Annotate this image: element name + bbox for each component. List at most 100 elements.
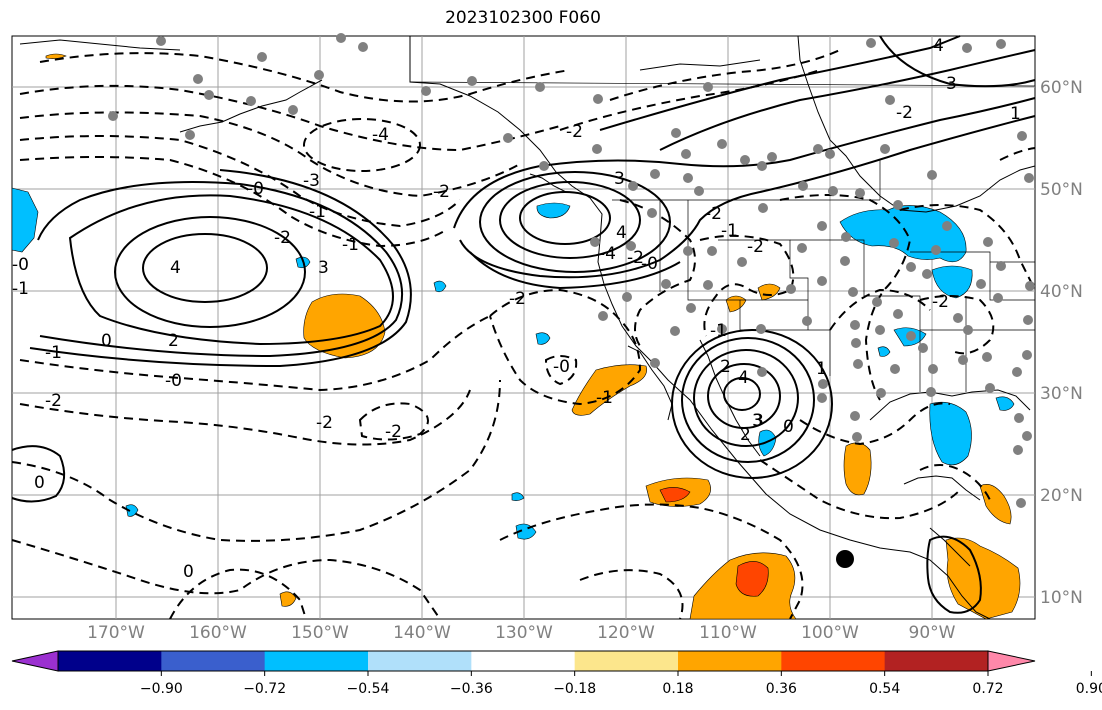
contour-label: -2: [747, 237, 764, 257]
lon-label-140w: 140°W: [393, 623, 451, 643]
contour-label: -2: [896, 103, 913, 123]
strong-positive-region: [659, 487, 691, 503]
colorbar-tick-label: −0.90: [139, 681, 183, 697]
lat-label-10n: 10°N: [1040, 588, 1083, 608]
contour-label: 1: [1010, 104, 1021, 124]
contour-label: -2: [274, 228, 291, 248]
contour-label: 2: [740, 425, 751, 445]
lon-label-100w: 100°W: [801, 623, 859, 643]
contour-label: -1: [45, 343, 62, 363]
negative-region: [511, 492, 525, 501]
colorbar-tick-label: 0.72: [972, 681, 1004, 697]
lat-label-40n: 40°N: [1040, 282, 1083, 302]
colorbar-tick-label: 0.90: [1075, 681, 1102, 697]
lon-label-160w: 160°W: [189, 623, 247, 643]
negative-region: [536, 202, 571, 219]
negative-region: [125, 504, 139, 517]
lat-label-30n: 30°N: [1040, 384, 1083, 404]
contour-label: -1: [12, 279, 29, 299]
contour-label: -2: [705, 204, 722, 224]
positive-region: [303, 293, 386, 359]
contour-label: -2: [509, 289, 526, 309]
lon-label-150w: 150°W: [291, 623, 349, 643]
positive-region: [757, 283, 781, 301]
map-title: 2023102300 F060: [445, 8, 601, 28]
contour-label: -2: [566, 122, 583, 142]
negative-region: [433, 280, 447, 293]
contour-label: 3: [752, 411, 763, 431]
colorbar-segment: [368, 651, 472, 671]
lon-label-110w: 110°W: [699, 623, 757, 643]
colorbar-tick-label: 0.54: [869, 681, 901, 697]
contour-label: -2: [932, 292, 949, 312]
negative-region: [929, 401, 972, 466]
colorbar-segment: [781, 651, 886, 671]
colorbar-tick-label: −0.54: [346, 681, 390, 697]
colorbar-extend-high: [987, 650, 1036, 672]
contour-label: -3: [303, 171, 320, 191]
positive-region: [279, 591, 297, 607]
station-markers: [108, 33, 1035, 508]
contour-label: 4: [933, 36, 944, 56]
contour-label: -1: [342, 235, 359, 255]
contour-label: -2: [627, 248, 644, 268]
negative-region: [535, 332, 551, 345]
colorbar-segment: [574, 651, 679, 671]
contour-label: -2: [316, 413, 333, 433]
negative-region: [931, 265, 973, 299]
contour-label: -0: [165, 371, 182, 391]
contour-label: -2: [385, 422, 402, 442]
contour-label: 4: [738, 368, 749, 388]
contour-label: -1: [309, 202, 326, 222]
lon-label-170w: 170°W: [87, 623, 145, 643]
lat-label-20n: 20°N: [1040, 486, 1083, 506]
colorbar-tick-label: −0.72: [243, 681, 287, 697]
colorbar-segment: [471, 651, 576, 671]
positive-region: [45, 53, 67, 59]
colorbar-extend-low: [11, 650, 59, 672]
contour-label: -2: [433, 182, 450, 202]
contour-label: 0: [34, 473, 45, 493]
colorbar-tick-label: 0.36: [765, 681, 797, 697]
contour-label: -0: [641, 254, 658, 274]
contour-label: 4: [616, 223, 627, 243]
lon-label-120w: 120°W: [597, 623, 655, 643]
contour-label: 2: [168, 331, 179, 351]
colorbar-segment: [678, 651, 782, 671]
colorbar-outline: [57, 650, 989, 672]
contour-label: 2: [720, 357, 731, 377]
contours-negative: [11, 49, 1036, 620]
contour-label: -1: [721, 221, 738, 241]
contour-label: 3: [753, 411, 764, 431]
colorbar-segment: [264, 651, 369, 671]
negative-region: [995, 396, 1015, 411]
contour-label: -2: [45, 391, 62, 411]
contour-label: -1: [710, 321, 727, 341]
colorbar-segment: [161, 651, 266, 671]
contour-label: -0: [247, 179, 264, 199]
colorbar-tick-label: −0.36: [449, 681, 493, 697]
lon-label-90w: 90°W: [908, 623, 956, 643]
contour-label-layer: 4 3 1 -4 -2 -0 -3 -1 -0 -1 -2 3 4 2 -2 -…: [12, 36, 1021, 582]
lat-label-60n: 60°N: [1040, 78, 1083, 98]
contour-label: -1: [596, 388, 613, 408]
contour-label: 0: [183, 562, 194, 582]
contour-label: 0: [783, 417, 794, 437]
contour-label: -4: [372, 125, 389, 145]
contour-label: 1: [816, 359, 827, 379]
colorbar-segment: [58, 651, 162, 671]
strong-positive-region: [735, 561, 769, 597]
contour-label: -0: [553, 357, 570, 377]
contour-label: 0: [101, 331, 112, 351]
contour-label: 3: [318, 258, 329, 278]
positive-region: [843, 442, 872, 496]
lat-label-50n: 50°N: [1040, 180, 1083, 200]
contour-label: 4: [170, 258, 181, 278]
contour-label: 3: [614, 169, 625, 189]
black-marker: [836, 550, 854, 568]
contour-label: -0: [12, 255, 29, 275]
contour-label: 3: [946, 74, 957, 94]
colorbar: [11, 650, 1092, 676]
lon-label-130w: 130°W: [495, 623, 553, 643]
